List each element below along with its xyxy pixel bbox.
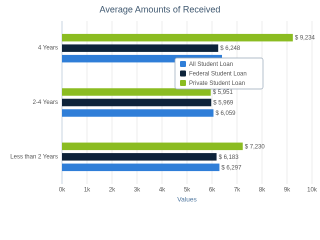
value-label: $ 5,951 bbox=[213, 90, 234, 96]
x-tick-label: 5k bbox=[184, 188, 191, 194]
x-tick-label: 0k bbox=[59, 188, 66, 194]
value-label: $ 7,230 bbox=[245, 144, 266, 150]
legend-label: All Student Loan bbox=[189, 62, 233, 68]
x-tick-label: 6k bbox=[209, 188, 216, 194]
bar bbox=[62, 44, 219, 52]
bar bbox=[62, 88, 211, 96]
bar bbox=[62, 163, 220, 172]
chart: Average Amounts of Received Values 0k 1k 2… bbox=[0, 0, 320, 213]
x-tick-label: 7k bbox=[234, 188, 241, 194]
value-label: $ 6,248 bbox=[220, 46, 241, 52]
legend-swatch bbox=[180, 70, 186, 77]
bar bbox=[62, 109, 214, 117]
x-tick-label: 8k bbox=[259, 188, 266, 194]
background bbox=[0, 0, 320, 213]
bar bbox=[62, 142, 243, 151]
value-label: $ 9,234 bbox=[295, 36, 316, 42]
y-tick-label: 2-4 Years bbox=[33, 100, 58, 106]
x-tick-label: 10k bbox=[307, 188, 318, 194]
x-tick-label: 1k bbox=[84, 188, 91, 194]
x-tick-label: 3k bbox=[134, 188, 141, 194]
x-tick-label: 9k bbox=[284, 188, 291, 194]
bar bbox=[62, 54, 222, 63]
value-label: $ 5,969 bbox=[213, 101, 234, 107]
legend-label: Private Student Loan bbox=[189, 81, 245, 87]
x-axis-title: Values bbox=[177, 197, 197, 204]
bar bbox=[62, 33, 293, 42]
legend-label: Federal Student Loan bbox=[189, 72, 247, 78]
legend-swatch bbox=[180, 80, 186, 86]
value-label: $ 6,059 bbox=[215, 111, 236, 117]
bar bbox=[62, 153, 217, 161]
value-label: $ 6,297 bbox=[221, 165, 242, 171]
legend-swatch bbox=[180, 61, 186, 67]
value-label: $ 6,183 bbox=[219, 155, 240, 161]
y-tick-label: 4 Years bbox=[38, 46, 58, 52]
legend-box bbox=[174, 57, 264, 90]
x-tick-label: 4k bbox=[159, 188, 166, 194]
chart-title: Average Amounts of Received bbox=[100, 4, 221, 14]
y-tick-label: Less than 2 Years bbox=[10, 154, 58, 160]
x-tick-label: 2k bbox=[109, 188, 116, 194]
legend: All Student Loan Federal Student Loan Priv… bbox=[174, 57, 264, 90]
bar bbox=[62, 98, 212, 107]
